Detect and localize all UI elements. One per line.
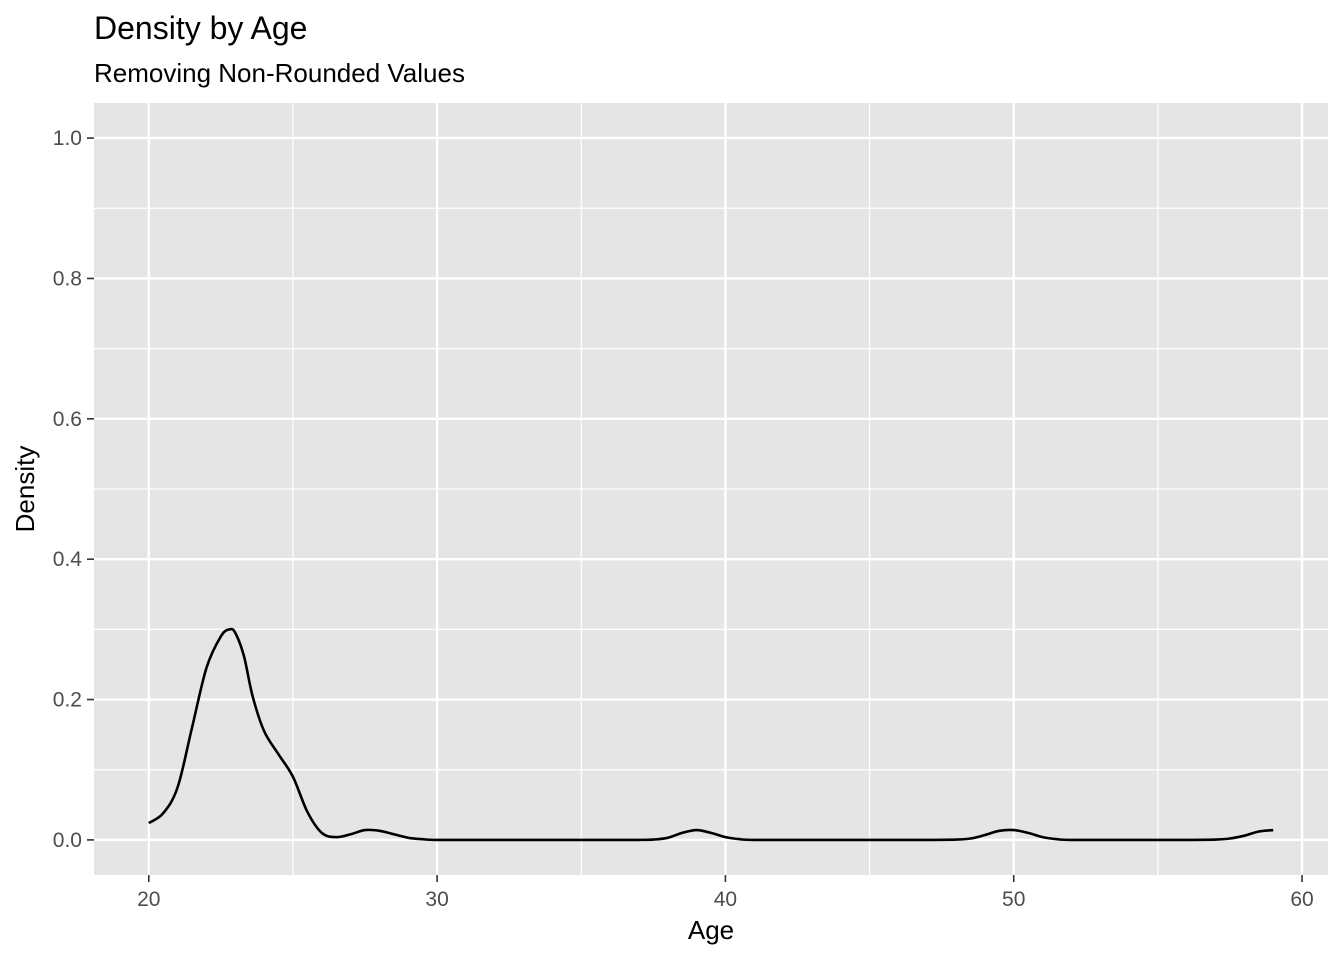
x-tick-label: 50: [1002, 888, 1025, 911]
y-tick-label: 0.0: [53, 829, 82, 852]
x-axis-title: Age: [688, 915, 734, 945]
y-tick-label: 0.2: [53, 689, 82, 712]
y-tick-label: 0.4: [53, 548, 83, 571]
x-axis-ticks: 20 30 40 50 60: [137, 875, 1314, 911]
major-gridlines: [94, 103, 1328, 875]
x-tick-label: 20: [137, 888, 160, 911]
chart-subtitle: Removing Non-Rounded Values: [94, 58, 465, 88]
y-axis-title: Density: [10, 446, 40, 533]
x-tick-label: 30: [425, 888, 448, 911]
x-tick-label: 40: [714, 888, 737, 911]
y-tick-label: 0.6: [53, 408, 82, 431]
minor-gridlines: [94, 103, 1328, 875]
y-tick-label: 0.8: [53, 267, 82, 290]
x-tick-label: 60: [1290, 888, 1313, 911]
y-tick-label: 1.0: [53, 127, 82, 150]
density-curve: [148, 627, 1274, 842]
chart-title: Density by Age: [94, 10, 307, 46]
y-axis-ticks: 0.0 0.2 0.4 0.6 0.8 1.0: [53, 127, 94, 852]
